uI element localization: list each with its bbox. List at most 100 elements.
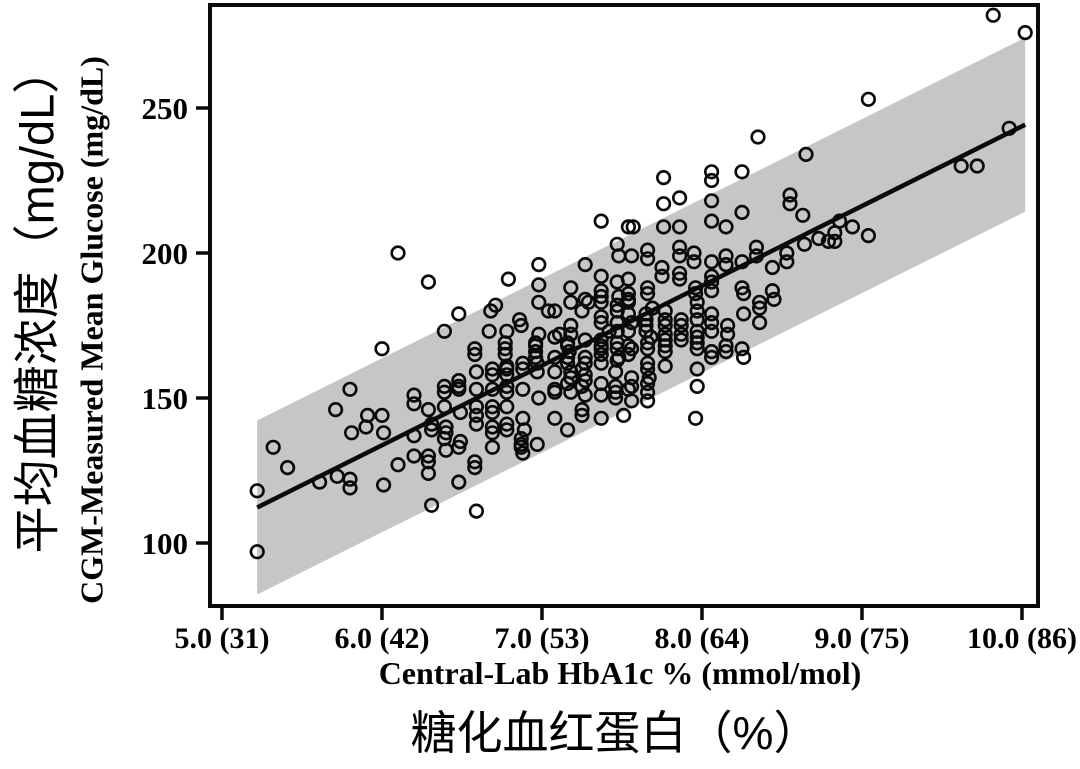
data-point [593, 341, 609, 357]
data-point [484, 367, 501, 383]
data-point [499, 361, 515, 377]
data-point [734, 204, 750, 220]
data-point [467, 460, 483, 476]
data-point [499, 323, 515, 339]
data-point [265, 439, 281, 455]
data-point [671, 219, 688, 235]
data-point [497, 341, 513, 357]
data-point [719, 326, 736, 342]
data-point [687, 286, 704, 302]
data-point [390, 245, 406, 261]
data-point [620, 286, 637, 302]
data-point [657, 358, 673, 374]
data-point [424, 416, 440, 432]
data-point [468, 407, 485, 424]
data-point [420, 448, 437, 464]
data-point [593, 315, 609, 331]
data-point [671, 190, 688, 206]
data-point [593, 387, 609, 403]
data-point [625, 219, 641, 235]
data-point [735, 286, 752, 302]
data-point [689, 303, 705, 319]
data-point [436, 323, 453, 339]
data-point [499, 416, 515, 432]
y-axis-title-english: CGM-Measured Mean Glucose (mg/dL) [73, 56, 110, 604]
data-point [406, 428, 422, 444]
data-point [639, 242, 656, 258]
data-point [344, 425, 360, 441]
data-point [577, 332, 593, 348]
data-point [360, 407, 376, 424]
data-point [860, 228, 877, 244]
data-point [1017, 24, 1033, 41]
data-point [436, 399, 453, 415]
data-point [500, 271, 517, 287]
data-point [718, 248, 734, 264]
data-point [481, 323, 497, 339]
x-tick-label: 7.0 (53) [495, 622, 590, 655]
y-tick-label: 250 [142, 91, 189, 126]
data-point [516, 422, 533, 438]
data-point [811, 230, 827, 247]
data-point [657, 344, 673, 360]
data-point [420, 402, 437, 418]
data-point [249, 544, 265, 560]
data-point [673, 332, 689, 348]
data-point [563, 326, 579, 342]
data-point [623, 370, 640, 386]
data-point [827, 233, 843, 249]
data-point [424, 422, 440, 438]
data-point [451, 373, 467, 389]
data-point [796, 236, 813, 252]
data-point [468, 416, 485, 432]
y-axis-title-chinese: 平均血糖浓度（mg/dL） [10, 46, 64, 554]
data-point [484, 404, 501, 421]
data-point [1001, 120, 1017, 136]
x-tick-label: 6.0 (42) [335, 622, 430, 655]
data-point [577, 373, 593, 389]
plot-border [208, 3, 1040, 608]
data-point [280, 460, 296, 476]
data-point [655, 170, 672, 186]
data-point [563, 280, 579, 296]
data-point [687, 410, 704, 426]
data-point [703, 323, 720, 339]
data-point [406, 387, 422, 403]
data-point [451, 306, 467, 322]
data-point [451, 474, 467, 490]
data-point [703, 344, 720, 360]
data-point [424, 497, 440, 513]
data-point [593, 410, 609, 426]
data-point [593, 288, 609, 305]
y-tick-label: 150 [142, 381, 189, 416]
data-point [531, 277, 547, 293]
data-point [547, 384, 563, 400]
data-point [577, 367, 593, 383]
data-point [719, 317, 736, 334]
data-point [577, 291, 593, 308]
data-point [673, 317, 689, 334]
data-point [655, 219, 672, 235]
data-point [468, 503, 485, 519]
data-point [593, 268, 609, 284]
data-point [657, 317, 673, 334]
data-point [593, 213, 609, 229]
data-point [563, 317, 579, 334]
data-point [639, 384, 656, 400]
data-point [620, 306, 637, 322]
data-point [623, 378, 640, 395]
data-point [547, 303, 563, 319]
data-point [529, 355, 545, 371]
data-point [551, 326, 568, 342]
data-point [531, 257, 547, 273]
data-point [639, 393, 656, 409]
data-point [703, 349, 720, 366]
data-point [531, 390, 547, 406]
data-point [531, 294, 547, 310]
data-point [467, 341, 483, 357]
data-point [779, 254, 795, 270]
x-tick-label: 9.0 (75) [815, 622, 910, 655]
data-point [703, 315, 720, 331]
data-point [607, 390, 624, 406]
data-point [609, 315, 625, 331]
